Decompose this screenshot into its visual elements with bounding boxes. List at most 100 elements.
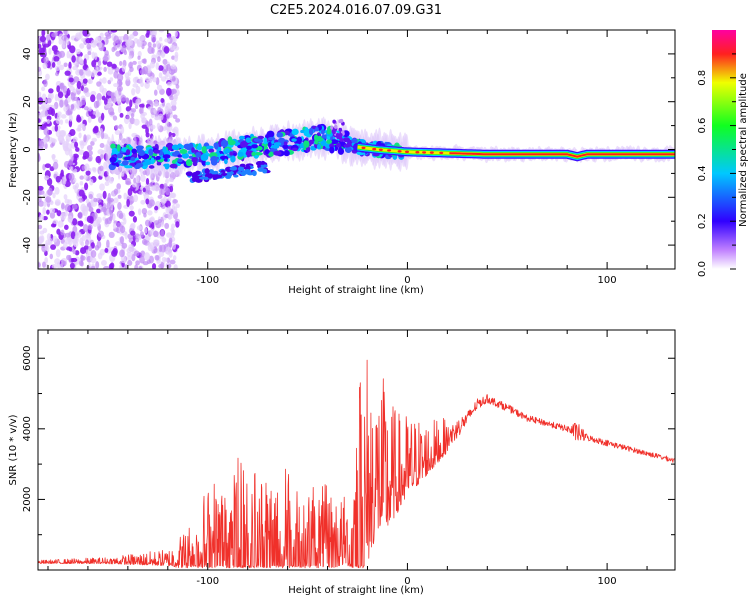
ridge-blob: [200, 153, 209, 162]
noise-speckle: [173, 54, 179, 62]
snr-x-tick-label: 100: [598, 576, 617, 587]
noise-speckle: [117, 105, 122, 114]
noise-speckle: [100, 131, 105, 140]
noise-speckle: [121, 45, 127, 54]
noise-speckle: [110, 202, 114, 211]
noise-speckle: [42, 261, 46, 268]
noise-speckle: [56, 210, 62, 217]
ridge-blob: [183, 143, 191, 150]
ridge-blob: [150, 157, 155, 165]
colorbar-tick-label: 0.8: [697, 70, 708, 86]
noise-speckle: [89, 178, 94, 186]
noise-speckle: [52, 192, 56, 199]
noise-speckle: [65, 110, 72, 116]
ridge-blob: [148, 165, 155, 169]
noise-speckle: [59, 119, 64, 125]
noise-speckle: [46, 177, 53, 186]
noise-speckle: [162, 64, 167, 70]
ridge-blob: [111, 147, 118, 154]
ridge-blob: [164, 164, 170, 170]
spectrogram-x-label: Height of straight line (km): [288, 285, 424, 296]
spectrogram-y-tick-label: 40: [22, 48, 33, 61]
noise-speckle: [96, 216, 102, 224]
noise-speckle: [129, 34, 135, 40]
noise-speckle: [96, 112, 102, 118]
noise-speckle: [95, 100, 100, 108]
noise-speckle: [76, 116, 82, 123]
noise-speckle: [92, 167, 97, 173]
noise-speckle: [51, 154, 56, 161]
noise-speckle: [66, 143, 72, 152]
ridge-blob: [239, 141, 248, 148]
noise-speckle: [106, 61, 113, 67]
spectrogram-y-tick-label: 20: [22, 95, 33, 108]
noise-speckle: [58, 64, 65, 71]
noise-speckle: [91, 51, 96, 60]
noise-speckle: [38, 118, 41, 123]
noise-speckle: [139, 107, 144, 115]
noise-speckle: [90, 114, 96, 119]
noise-speckle: [95, 65, 99, 74]
ridge-core-dot: [405, 150, 410, 154]
noise-speckle: [139, 255, 145, 264]
noise-speckle: [158, 251, 165, 257]
ridge-blob: [291, 138, 297, 142]
ridge-blob: [320, 129, 325, 135]
noise-speckle: [39, 35, 47, 43]
noise-speckle: [130, 230, 136, 236]
noise-speckle: [159, 36, 163, 42]
noise-speckle: [67, 215, 73, 223]
noise-speckle: [165, 178, 169, 184]
ridge-blob: [110, 143, 116, 149]
noise-speckle: [87, 51, 92, 56]
ridge-blob: [333, 124, 338, 129]
noise-speckle: [63, 105, 68, 112]
noise-speckle: [159, 187, 163, 196]
noise-speckle: [119, 112, 124, 118]
noise-speckle: [97, 230, 104, 238]
noise-speckle: [158, 72, 163, 79]
noise-speckle: [82, 224, 89, 233]
ridge-blob: [191, 147, 195, 154]
noise-speckle: [54, 124, 58, 132]
noise-speckle: [50, 223, 57, 228]
noise-speckle: [170, 223, 176, 229]
noise-speckle: [119, 236, 125, 245]
noise-speckle: [158, 65, 164, 71]
noise-speckle: [163, 46, 170, 54]
ridge-blob: [351, 138, 358, 144]
noise-speckle: [57, 111, 62, 116]
noise-speckle: [69, 262, 75, 269]
ridge-blob: [315, 127, 319, 132]
noise-speckle: [165, 200, 171, 208]
noise-speckle: [92, 126, 99, 134]
noise-speckle: [118, 81, 123, 86]
noise-speckle: [85, 37, 92, 44]
noise-speckle: [116, 73, 124, 82]
noise-speckle: [160, 262, 165, 269]
noise-speckle: [91, 60, 97, 68]
noise-speckle: [111, 249, 118, 257]
noise-speckle: [160, 229, 165, 237]
noise-speckle: [112, 222, 117, 230]
ridge-blob: [314, 138, 319, 145]
noise-speckle: [110, 94, 115, 102]
noise-speckle: [165, 187, 171, 196]
noise-speckle: [119, 225, 126, 234]
ridge-blob: [329, 146, 335, 154]
noise-speckle: [64, 198, 70, 204]
noise-speckle: [97, 149, 104, 155]
noise-speckle: [46, 118, 51, 125]
ridge-blob: [246, 145, 252, 150]
noise-speckle: [46, 97, 52, 104]
noise-speckle: [150, 124, 156, 130]
noise-speckle: [59, 263, 64, 269]
noise-speckle: [148, 182, 154, 187]
noise-speckle: [171, 80, 178, 85]
noise-speckle: [156, 84, 163, 91]
noise-speckle: [113, 197, 119, 204]
noise-speckle: [60, 169, 64, 177]
snr-y-tick-label: 2000: [22, 487, 33, 512]
noise-speckle: [80, 247, 87, 255]
